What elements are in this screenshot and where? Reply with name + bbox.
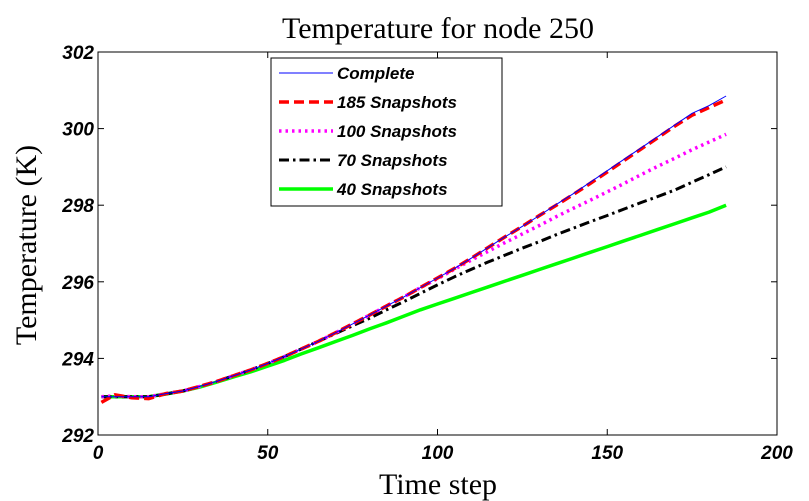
- series-line-4: [101, 165, 727, 399]
- axis-ticks: 0 50 100 150 200 292 294 296 298 300 302: [61, 43, 793, 464]
- x-tick-label: 150: [591, 443, 623, 464]
- series-line-1: [101, 95, 727, 398]
- legend-label-1: Complete: [337, 64, 414, 83]
- legend-label-4: 70 Snapshots: [337, 151, 448, 170]
- y-tick-label: 298: [61, 196, 94, 217]
- chart-title: Temperature for node 250: [282, 12, 594, 45]
- y-tick-label: 302: [62, 43, 94, 64]
- legend: Complete 185 Snapshots 100 Snapshots 70 Sna…: [270, 57, 503, 207]
- x-tick-label: 200: [760, 443, 793, 464]
- legend-label-3: 100 Snapshots: [337, 122, 457, 141]
- legend-label-2: 185 Snapshots: [337, 93, 457, 112]
- x-axis-label: Time step: [379, 468, 497, 501]
- series-layer: [100, 95, 727, 404]
- x-tick-label: 100: [422, 443, 454, 464]
- legend-label-5: 40 Snapshots: [336, 180, 448, 199]
- legend-box: [270, 57, 503, 207]
- x-tick-label: 0: [93, 443, 104, 464]
- series-line-5: [101, 203, 727, 399]
- y-axis-label: Temperature (K): [10, 145, 43, 345]
- y-tick-label: 296: [61, 273, 94, 294]
- y-tick-label: 300: [62, 120, 94, 141]
- y-tick-label: 294: [61, 349, 94, 370]
- x-tick-label: 50: [257, 443, 279, 464]
- y-tick-label: 292: [61, 426, 94, 447]
